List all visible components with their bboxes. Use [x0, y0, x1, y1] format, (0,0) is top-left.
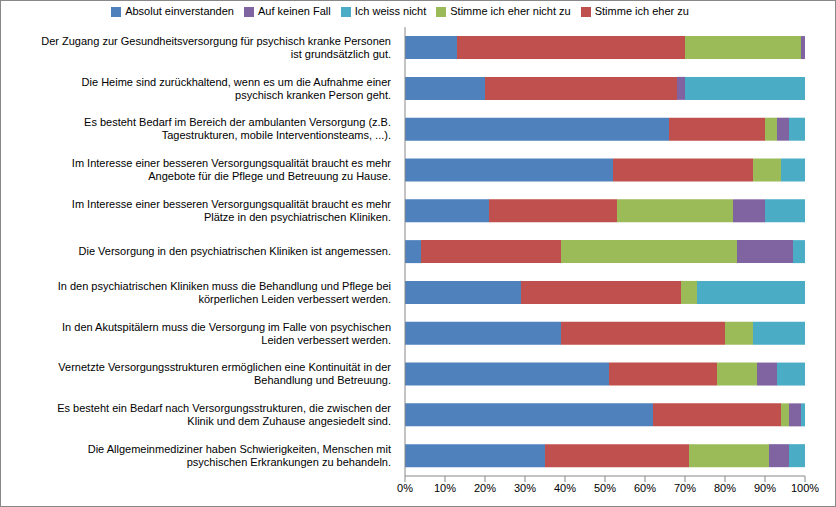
svg-text:100%: 100% [791, 482, 819, 494]
html-text:Absolut einverstanden: Absolut einverstanden [125, 5, 234, 17]
svg-text:Der Zugang zur Gesundheitsvers: Der Zugang zur Gesundheitsversorgung für… [41, 35, 391, 60]
html-text:Stimme ich eher nicht zu: Stimme ich eher nicht zu [450, 5, 571, 17]
svg-text:Die Allgemeinmediziner haben S: Die Allgemeinmediziner haben Schwierigke… [88, 443, 391, 468]
svg-text:90%: 90% [754, 482, 776, 494]
svg-text:Es besteht Bedarf im Bereich d: Es besteht Bedarf im Bereich der ambulan… [84, 116, 391, 141]
svg-text:Die Heime sind zurückhaltend,: Die Heime sind zurückhaltend, wenn es um… [82, 76, 392, 101]
html-text:Ich weiss nicht: Ich weiss nicht [354, 5, 427, 17]
html-text:Stimme ich eher zu: Stimme ich eher zu [594, 5, 689, 17]
svg-text:Im Interesse einer besseren Ve: Im Interesse einer besseren Versorgungsq… [72, 157, 392, 182]
svg-text:Im Interesse einer besseren Ve: Im Interesse einer besseren Versorgungsq… [72, 198, 392, 223]
svg-text:50%: 50% [594, 482, 616, 494]
svg-text:60%: 60% [634, 482, 656, 494]
svg-text:Die Versorgung in den psychiat: Die Versorgung in den psychiatrischen Kl… [79, 245, 391, 257]
svg-text:80%: 80% [714, 482, 736, 494]
html-text:Auf keinen Fall: Auf keinen Fall [258, 5, 331, 17]
svg-text:In den psychiatrischen Klinike: In den psychiatrischen Kliniken muss die… [58, 280, 391, 305]
svg-text:20%: 20% [474, 482, 496, 494]
svg-text:10%: 10% [434, 482, 456, 494]
svg-text:Vernetzte Versorgungsstrukture: Vernetzte Versorgungsstrukturen ermöglic… [58, 361, 391, 386]
svg-text:30%: 30% [514, 482, 536, 494]
svg-text:40%: 40% [554, 482, 576, 494]
svg-text:Es besteht ein Bedarf nach Ver: Es besteht ein Bedarf nach Versorgungsst… [57, 402, 391, 427]
svg-text:0%: 0% [397, 482, 413, 494]
svg-text:70%: 70% [674, 482, 696, 494]
svg-text:In den Akutspitälern muss die: In den Akutspitälern muss die Versorgung… [62, 321, 391, 346]
